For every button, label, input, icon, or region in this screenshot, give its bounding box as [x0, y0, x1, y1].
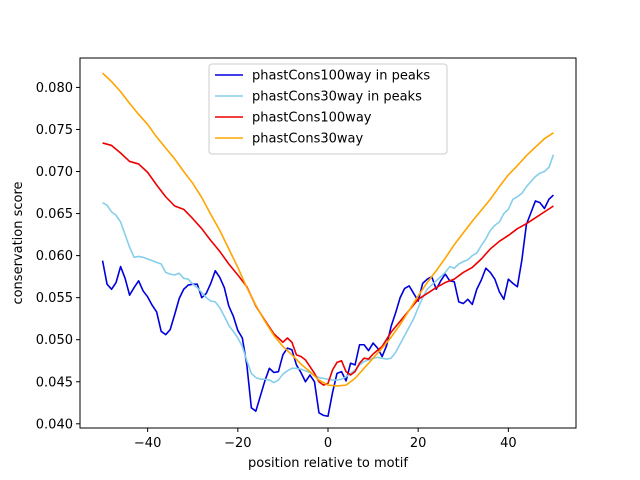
y-tick-label: 0.075 [36, 123, 73, 138]
x-tick-label: 20 [410, 436, 427, 451]
series-line-4 [102, 72, 554, 387]
x-tick-label: 0 [324, 436, 332, 451]
legend-label-3: phastCons100way [252, 111, 372, 126]
ticks-layer: −40 −20 0 20 40 0.040 0.045 0.050 0.055 0.060 0.06… [36, 81, 517, 451]
y-tick-label: 0.060 [36, 249, 73, 264]
series-line-2 [102, 154, 555, 384]
legend-label-4: phastCons30way [252, 132, 364, 147]
series-layer [101, 72, 555, 418]
series-line-1 [101, 194, 554, 418]
y-tick-label: 0.045 [36, 375, 73, 390]
legend-label-2: phastCons30way in peaks [252, 90, 422, 105]
y-tick-label: 0.070 [36, 165, 73, 180]
x-tick-label: 40 [500, 436, 517, 451]
legend: phastCons100way in peaks phastCons30way i… [208, 63, 448, 155]
x-axis-label: position relative to motif [248, 456, 408, 471]
y-tick-label: 0.050 [36, 333, 73, 348]
x-tick-label: −40 [134, 436, 161, 451]
y-tick-label: 0.040 [36, 417, 73, 432]
y-tick-label: 0.080 [36, 81, 73, 96]
legend-label-1: phastCons100way in peaks [252, 69, 430, 84]
y-tick-label: 0.065 [36, 207, 73, 222]
y-axis-label: conservation score [11, 181, 26, 304]
series-line-3 [102, 142, 554, 386]
legend-frame [208, 63, 448, 155]
x-tick-label: −20 [224, 436, 251, 451]
y-tick-label: 0.055 [36, 291, 73, 306]
